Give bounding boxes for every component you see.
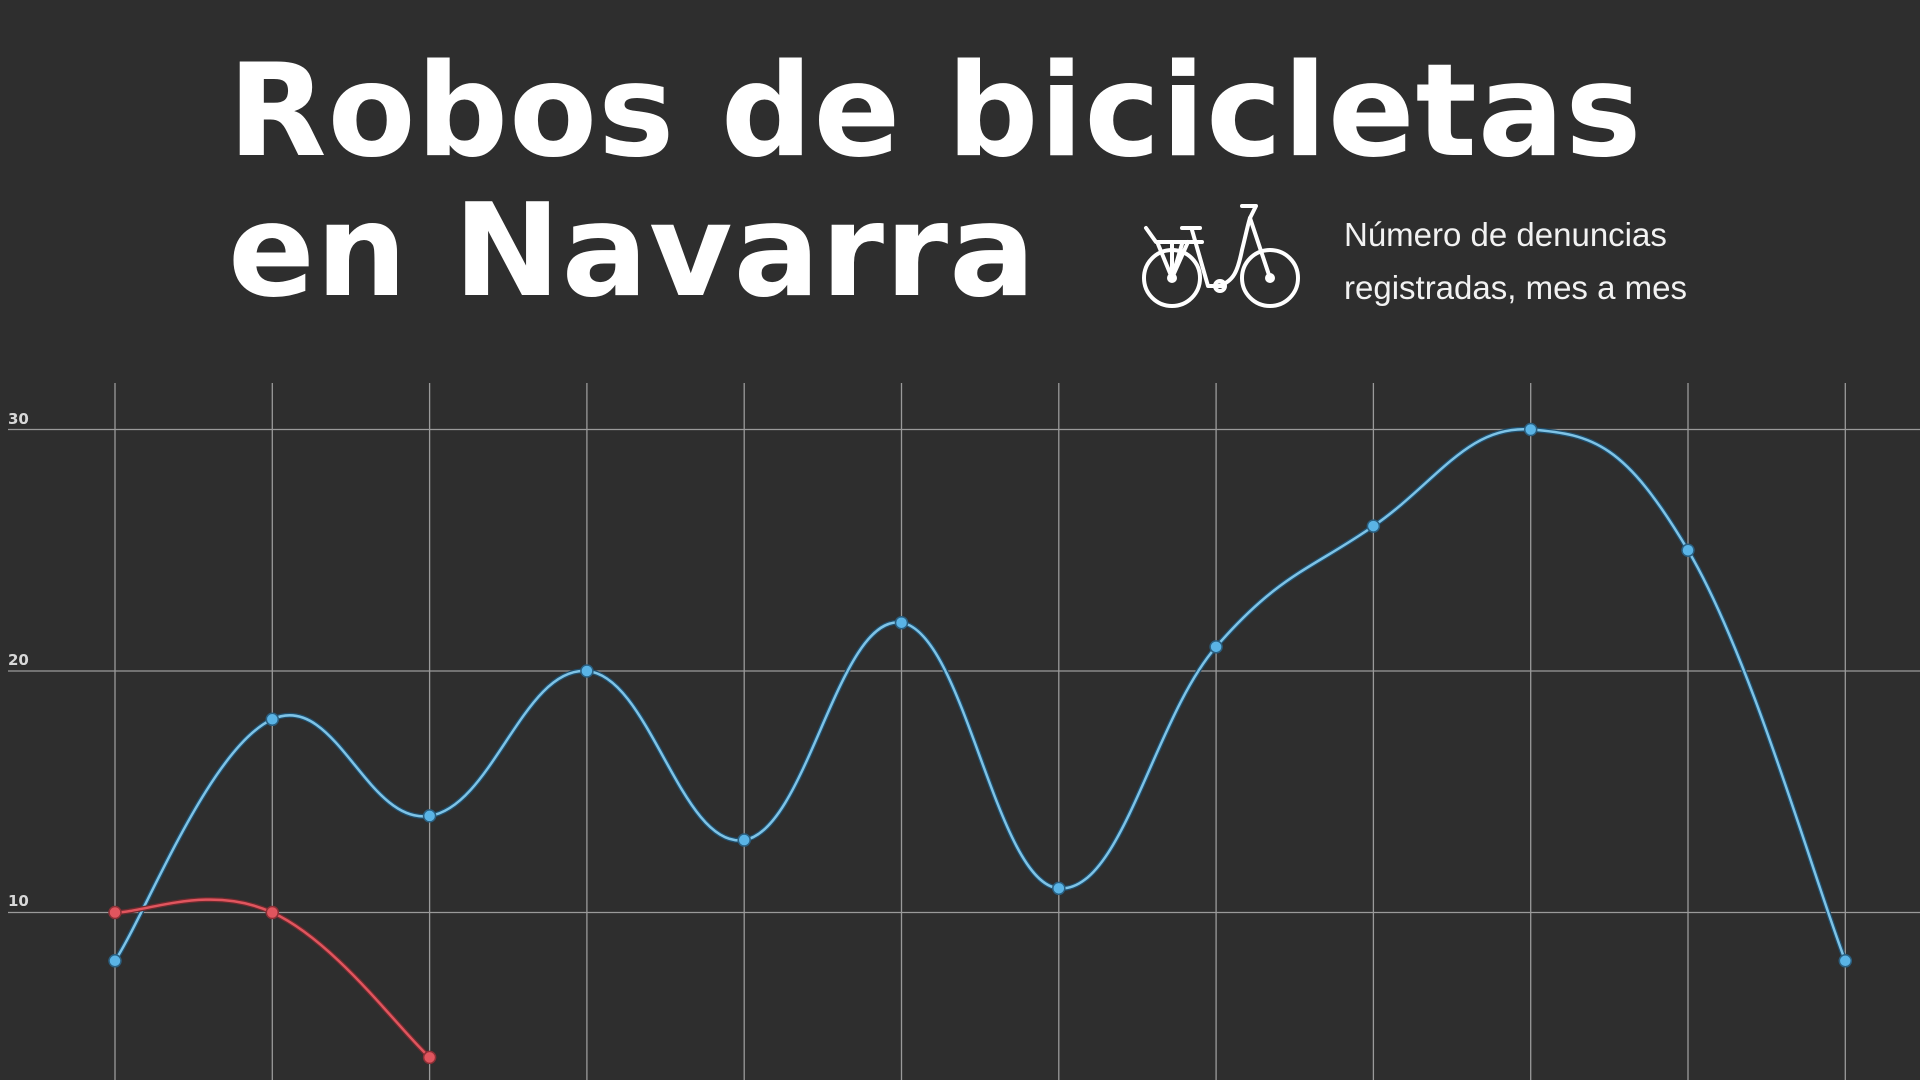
y-tick-label-20: 20 (8, 651, 29, 669)
data-point-marker[interactable] (1366, 519, 1381, 533)
data-point-marker[interactable] (737, 833, 751, 847)
data-point-marker[interactable] (894, 615, 909, 630)
data-point-marker[interactable] (422, 1050, 437, 1065)
data-point-marker[interactable] (1052, 881, 1066, 896)
series-blue (108, 422, 1853, 968)
data-point-marker[interactable] (580, 664, 594, 678)
title-line-2: en Navarra (228, 177, 1037, 326)
title-line-1: Robos de bicicletas (228, 37, 1643, 186)
data-point-marker[interactable] (108, 954, 122, 968)
series-red (108, 897, 437, 1065)
data-point-marker[interactable] (422, 809, 437, 823)
chart-series (108, 422, 1853, 1065)
data-point-marker[interactable] (265, 905, 280, 920)
y-tick-label-10: 10 (8, 892, 29, 910)
data-point-marker[interactable] (1681, 543, 1695, 557)
chart-title: Robos de bicicletas en Navarra (228, 42, 1642, 322)
series-line (113, 428, 1847, 962)
data-point-marker[interactable] (108, 905, 122, 920)
chart-grid (8, 383, 1920, 1080)
data-point-marker[interactable] (1523, 422, 1538, 437)
data-point-marker[interactable] (265, 712, 280, 727)
data-point-marker[interactable] (1209, 640, 1223, 654)
chart-subtitle: Número de denuncias registradas, mes a m… (1344, 208, 1687, 314)
bicycle-icon (1142, 204, 1300, 308)
subtitle-line-1: Número de denuncias (1344, 216, 1667, 253)
y-tick-label-30: 30 (8, 410, 29, 428)
data-point-marker[interactable] (1838, 954, 1853, 968)
subtitle-line-2: registradas, mes a mes (1344, 269, 1687, 306)
